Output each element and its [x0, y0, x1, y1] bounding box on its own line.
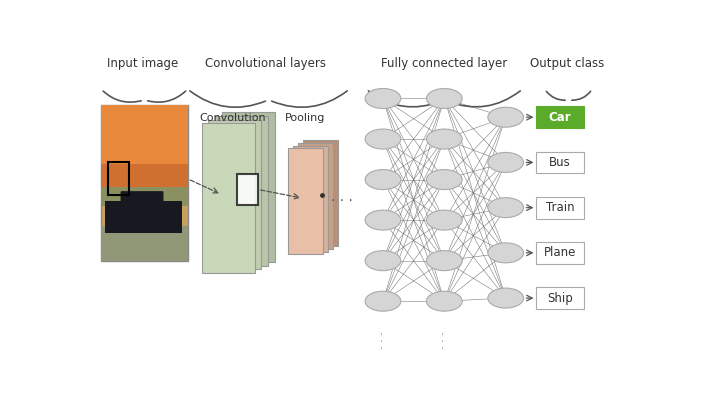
Bar [108, 162, 130, 195]
Bar [215, 116, 268, 266]
Text: Convolution: Convolution [199, 113, 266, 124]
Bar [237, 174, 258, 205]
Text: Fully connected layer: Fully connected layer [381, 58, 508, 70]
Text: Output class: Output class [530, 58, 604, 70]
Bar [101, 188, 188, 206]
Circle shape [365, 210, 401, 230]
Bar [536, 106, 584, 128]
Circle shape [426, 210, 462, 230]
Text: · · ·: · · · [439, 331, 449, 349]
Circle shape [426, 291, 462, 311]
Circle shape [488, 198, 523, 217]
Circle shape [426, 129, 462, 149]
Bar [293, 145, 328, 252]
Text: · · ·: · · · [378, 331, 388, 349]
Text: Bus: Bus [549, 156, 571, 169]
Circle shape [426, 251, 462, 271]
Text: Convolutional layers: Convolutional layers [205, 58, 326, 70]
FancyBboxPatch shape [120, 191, 163, 216]
Bar [536, 151, 584, 173]
Bar [101, 105, 188, 261]
Circle shape [365, 89, 401, 109]
Circle shape [426, 89, 462, 109]
Bar [536, 242, 584, 264]
Text: Ship: Ship [547, 292, 573, 305]
Text: Car: Car [549, 111, 572, 124]
Circle shape [365, 251, 401, 271]
Text: · · ·: · · · [331, 194, 353, 209]
Bar [208, 120, 261, 269]
Bar [303, 140, 338, 246]
Circle shape [488, 243, 523, 263]
Circle shape [365, 170, 401, 190]
Bar [288, 148, 323, 254]
Circle shape [365, 291, 401, 311]
Bar [536, 197, 584, 219]
Circle shape [488, 107, 523, 127]
Circle shape [365, 129, 401, 149]
Bar [101, 105, 188, 201]
Text: Plane: Plane [544, 246, 576, 259]
Bar [222, 112, 275, 262]
Bar [298, 143, 333, 249]
Text: Input image: Input image [107, 58, 179, 70]
Bar [536, 287, 584, 309]
Bar [101, 105, 188, 164]
Circle shape [488, 152, 523, 173]
Circle shape [488, 288, 523, 308]
Text: Train: Train [546, 201, 575, 214]
Circle shape [426, 170, 462, 190]
Bar [106, 201, 181, 232]
Text: Pooling: Pooling [284, 113, 325, 124]
Bar [101, 226, 188, 261]
Bar [202, 124, 255, 273]
